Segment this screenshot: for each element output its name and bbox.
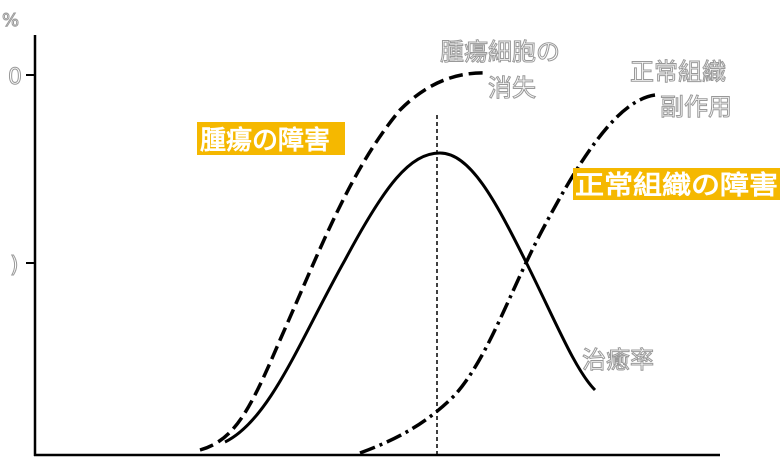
highlight-box bbox=[573, 168, 780, 200]
axis-unit: % bbox=[2, 10, 19, 31]
highlight-label: 腫瘍の障害 bbox=[200, 125, 330, 156]
curve-label: 消失 bbox=[488, 74, 536, 102]
curve-label: 治癒率 bbox=[582, 346, 654, 374]
highlight-box bbox=[197, 122, 345, 155]
highlight-label: 正常組織の障害 bbox=[575, 170, 778, 201]
normal-side-effect-curve bbox=[359, 93, 656, 455]
tick-label: ) bbox=[10, 253, 19, 278]
tick-label: 0 bbox=[8, 65, 22, 90]
tumor-loss-curve bbox=[199, 71, 488, 452]
curve-label: 腫瘍細胞の bbox=[440, 38, 560, 66]
curve-label: 副作用 bbox=[660, 93, 732, 121]
cure-rate-curve bbox=[224, 151, 597, 444]
curve-label: 正常組織 bbox=[630, 58, 726, 86]
